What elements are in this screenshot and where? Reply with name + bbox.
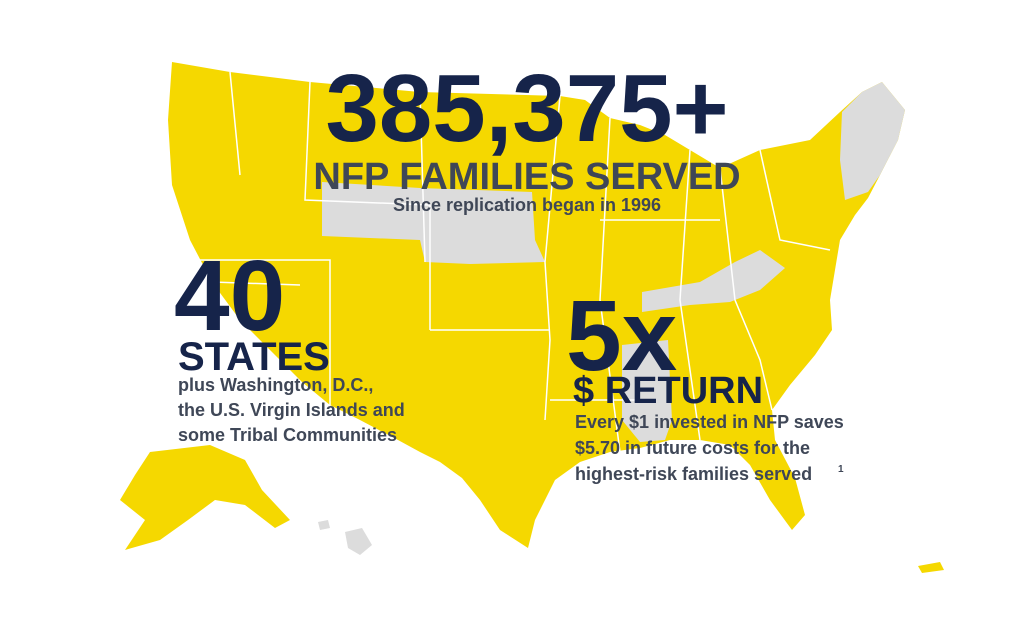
map-states-not-served [840,82,905,200]
stat-line: the U.S. Virgin Islands and [178,400,405,420]
map-states-not-served [642,250,785,312]
headline-label: NFP FAMILIES SERVED [313,156,740,198]
stat-line: highest-risk families served [575,464,812,484]
headline-number: 385,375+ [325,55,728,162]
stat-line: Every $1 invested in NFP saves [575,412,844,432]
stat-line: $5.70 in future costs for the [575,438,810,458]
map-states-served [168,62,905,548]
stat-line: plus Washington, D.C., [178,375,373,395]
map-territory [918,562,944,573]
stat-number: 40 [174,240,285,352]
footnote-mark: 1 [838,464,844,475]
us-map [120,62,944,573]
stat-label: $ RETURN [573,370,763,412]
state-borders [200,71,831,453]
stat-line: some Tribal Communities [178,425,397,445]
map-alaska [120,445,290,550]
stat-label: STATES [178,335,330,379]
headline-subtitle: Since replication began in 1996 [393,195,661,215]
stat-number: 5x [566,280,677,392]
map-states-not-served [622,340,672,442]
map-hawaii [318,520,372,555]
